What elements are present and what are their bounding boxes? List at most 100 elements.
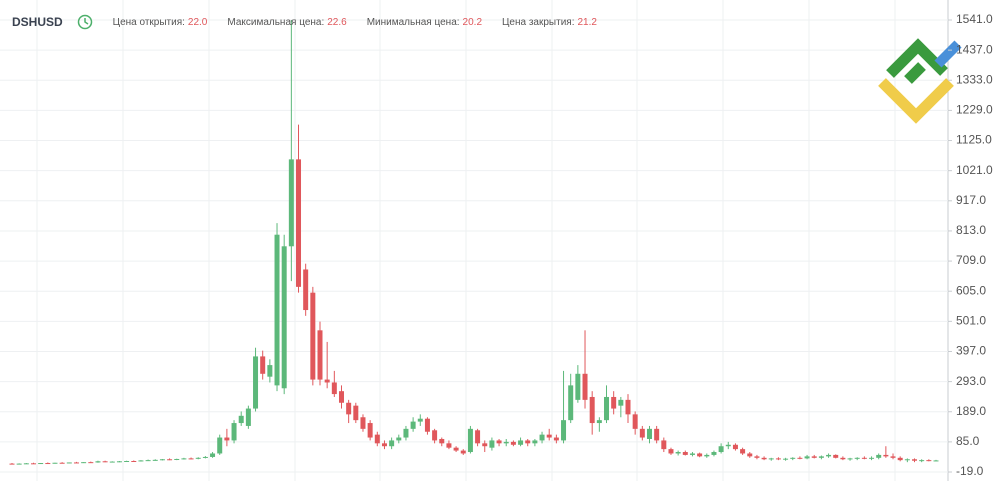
clock-icon[interactable] [77,14,93,30]
candle-body [840,457,846,460]
candle [88,461,94,464]
candle-body [718,446,724,453]
candle [396,434,402,444]
candle-body [568,385,574,421]
candle [424,417,430,435]
field-label: Цена закрытия: [502,16,575,28]
candle [790,457,796,461]
candle [496,438,502,447]
candle [381,440,387,450]
candle-body [804,456,810,459]
candle-body [732,444,738,450]
candle [124,460,130,463]
candle [897,456,903,462]
candle [596,417,602,432]
candle-body [460,450,466,454]
candle [9,463,15,465]
candle-body [704,454,710,457]
candle [618,396,624,418]
candle-body [424,418,430,432]
candle [761,456,767,461]
candle [811,454,817,459]
candle [367,420,373,441]
y-tick-label: 189.0 [956,404,986,418]
candle [238,411,244,426]
candle-body [195,457,201,459]
candle-body [539,434,545,441]
candle-body [310,292,316,380]
header: DSHUSD Цена открытия: 22.0 Максимальная ц… [12,14,597,30]
candle [711,450,717,457]
candle-body [73,462,79,464]
field-label: Максимальная цена: [227,16,325,28]
candle [847,457,853,461]
candle [446,440,452,450]
candle [682,450,688,456]
candle-body [367,423,373,438]
candle [919,459,925,463]
candle [604,385,610,424]
candle [553,434,559,444]
candle-body [854,457,860,459]
candle [253,347,259,412]
candle-body [604,396,610,421]
candle [503,438,509,447]
field-value: 20.2 [462,16,483,28]
candle [704,453,710,458]
candle [826,453,832,458]
symbol: DSHUSD [12,15,63,29]
candle-body [654,428,660,441]
candle [518,437,524,447]
y-tick-label: 1541.0 [956,12,993,26]
candle [467,425,473,454]
candle-body [45,463,51,465]
candle [324,341,330,389]
candle-body [675,452,681,454]
candle [389,437,395,450]
candle [152,459,158,461]
y-tick-label: 397.0 [956,344,986,358]
candle-body [582,373,588,400]
y-tick-label: 293.0 [956,374,986,388]
candle-body [611,396,617,409]
candle-body [188,458,194,460]
candle-body [682,452,688,455]
candle [217,434,223,455]
candle-body [596,420,602,424]
candle [245,405,251,429]
candle-body [646,428,652,439]
candle-body [482,443,488,447]
candle [840,456,846,461]
candle [16,463,22,465]
field-value: 22.0 [187,16,208,28]
candle-body [202,456,208,458]
candle [854,457,860,461]
candle-body [632,414,638,429]
candle-body [496,440,502,444]
candle [475,428,481,447]
candle-body [267,365,273,377]
candle-body [210,453,216,457]
candle [353,402,359,424]
logo-green [904,62,926,84]
candle [489,437,495,451]
candle-body [59,462,65,464]
candle-body [883,454,889,457]
candle-body [890,456,896,458]
field-value: 21.2 [577,16,597,28]
candle-body [561,420,567,441]
candle-body [589,396,595,424]
candle-body [618,399,624,406]
candle-body [475,430,481,444]
candle-body [224,437,230,441]
y-tick-label: 917.0 [956,193,986,207]
candle [818,455,824,460]
candle [675,450,681,456]
candle-body [446,443,452,448]
candle [317,321,323,386]
candle [525,438,531,447]
candle [575,365,581,403]
candle-body [145,460,151,462]
candle [439,437,445,447]
candle-body [245,408,251,426]
